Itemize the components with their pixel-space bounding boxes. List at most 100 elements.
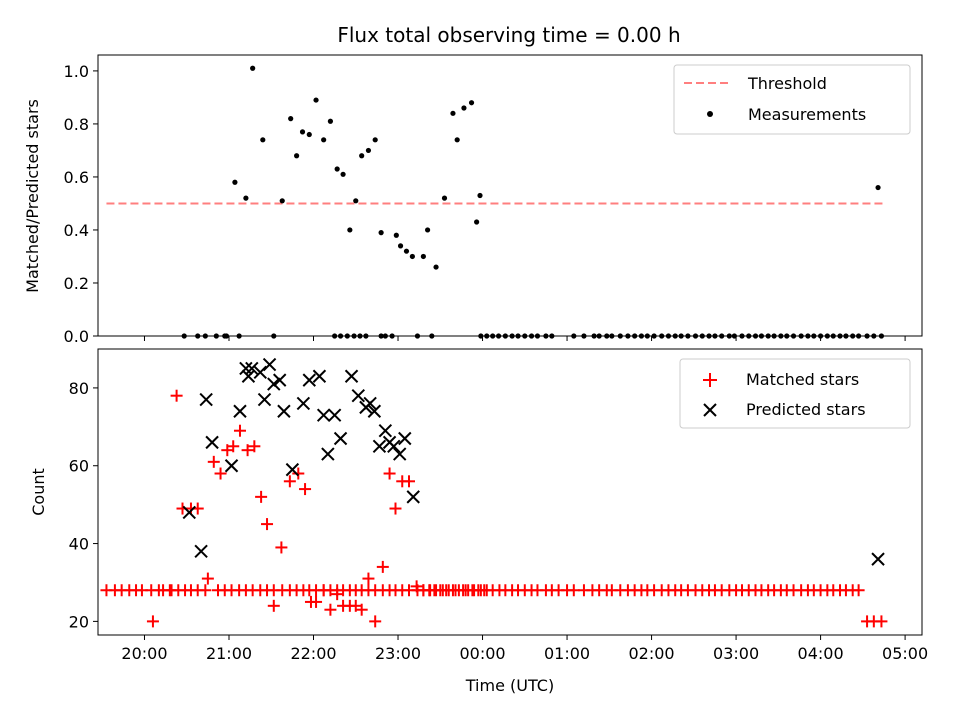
measurement-point bbox=[232, 179, 238, 185]
measurement-point bbox=[474, 219, 480, 225]
top-ytick-label-4: 0.8 bbox=[64, 115, 89, 134]
top-ytick-label-3: 0.6 bbox=[64, 168, 89, 187]
matched-star-point bbox=[331, 588, 344, 601]
measurement-point bbox=[409, 253, 415, 260]
bottom-ytick-label-3: 80 bbox=[69, 379, 89, 398]
predicted-star-point bbox=[262, 357, 277, 372]
matched-star-point bbox=[146, 615, 159, 628]
predicted-star-point bbox=[372, 439, 387, 453]
matched-star-point bbox=[852, 584, 865, 597]
measurement-point bbox=[372, 137, 378, 143]
measurement-point bbox=[340, 171, 346, 177]
measurement-point bbox=[327, 118, 334, 124]
bottom-xtick-label-7: 03:00 bbox=[713, 644, 759, 663]
predicted-star-point bbox=[199, 392, 213, 407]
bottom-xlabel: Time (UTC) bbox=[465, 676, 554, 695]
matched-star-point bbox=[567, 584, 580, 597]
predicted-star-point bbox=[321, 447, 335, 461]
legend-measurements-swatch bbox=[707, 111, 713, 117]
bottom-legend: Matched stars Predicted stars bbox=[679, 358, 911, 429]
measurement-point bbox=[294, 153, 300, 159]
top-legend: Threshold Measurements bbox=[673, 64, 911, 135]
measurement-point bbox=[468, 100, 475, 106]
predicted-star-point bbox=[398, 431, 412, 446]
predicted-star-point bbox=[194, 544, 208, 559]
matched-star-point bbox=[275, 541, 288, 554]
matched-star-point bbox=[248, 440, 261, 453]
bottom-xtick-label-8: 04:00 bbox=[798, 644, 844, 663]
matched-star-point bbox=[403, 475, 416, 488]
measurement-point bbox=[306, 131, 312, 138]
matched-star-point bbox=[170, 389, 183, 402]
predicted-star-point bbox=[245, 361, 259, 376]
predicted-star-point bbox=[333, 431, 348, 446]
measurement-point bbox=[334, 166, 340, 172]
matched-star-point bbox=[317, 584, 330, 597]
predicted-star-point bbox=[224, 459, 239, 473]
measurement-point bbox=[250, 65, 256, 71]
measurement-point bbox=[477, 192, 483, 199]
matched-star-point bbox=[410, 580, 423, 593]
matched-star-point bbox=[255, 490, 268, 503]
top-ytick-label-1: 0.2 bbox=[64, 274, 89, 293]
predicted-star-point bbox=[267, 377, 281, 391]
predicted-star-point bbox=[233, 404, 247, 418]
legend-predicted-swatch bbox=[703, 403, 717, 417]
matched-star-point bbox=[241, 444, 254, 457]
measurement-point bbox=[441, 195, 448, 201]
top-axes-frame bbox=[97, 54, 923, 337]
measurement-point bbox=[347, 227, 353, 233]
matched-star-point bbox=[376, 560, 389, 573]
predicted-star-point bbox=[241, 369, 256, 383]
measurement-point bbox=[299, 129, 306, 135]
measurement-point bbox=[260, 137, 266, 143]
legend-predicted-label: Predicted stars bbox=[746, 400, 866, 419]
matched-star-point bbox=[214, 467, 227, 480]
measurement-point bbox=[450, 110, 456, 116]
matched-star-point bbox=[362, 572, 375, 585]
bottom-legend-box bbox=[679, 358, 911, 429]
legend-matched-label: Matched stars bbox=[746, 370, 859, 389]
matched-star-point bbox=[227, 440, 240, 453]
predicted-star-point bbox=[277, 404, 291, 418]
top-ytick-label-5: 1.0 bbox=[64, 62, 89, 81]
top-ticks: 0.0 0.2 0.4 0.6 0.8 1.0 bbox=[64, 62, 906, 346]
predicted-star-point bbox=[367, 404, 382, 418]
predicted-star-point bbox=[344, 369, 359, 383]
measurement-point bbox=[359, 153, 365, 159]
measurement-point bbox=[420, 253, 426, 260]
matched-star-point bbox=[324, 603, 337, 616]
bottom-xtick-label-2: 22:00 bbox=[290, 644, 336, 663]
legend-measurements-label: Measurements bbox=[748, 105, 866, 124]
measurement-point bbox=[454, 137, 460, 143]
bottom-xtick-label-3: 23:00 bbox=[375, 644, 421, 663]
matched-star-point bbox=[207, 455, 220, 468]
measurement-point bbox=[461, 105, 467, 111]
bottom-ytick-label-2: 60 bbox=[69, 457, 89, 476]
matched-star-point bbox=[292, 467, 305, 480]
matched-star-point bbox=[283, 475, 296, 488]
measurement-point bbox=[353, 198, 359, 204]
legend-threshold-label: Threshold bbox=[747, 74, 827, 93]
matched-star-point bbox=[355, 603, 368, 616]
top-legend-box bbox=[673, 64, 911, 135]
measurement-point bbox=[875, 184, 881, 191]
top-panel: 0.0 0.2 0.4 0.6 0.8 1.0 Matched/Predicted sta… bbox=[23, 54, 923, 346]
predicted-star-point bbox=[871, 552, 885, 566]
matched-star-point bbox=[389, 502, 402, 515]
bottom-ylabel: Count bbox=[29, 468, 48, 516]
predicted-star-point bbox=[351, 388, 366, 403]
matched-star-point bbox=[369, 615, 382, 628]
matched-star-point bbox=[267, 599, 280, 612]
predicted-star-point bbox=[406, 490, 420, 504]
matched-star-point bbox=[233, 424, 246, 437]
measurement-point bbox=[365, 147, 372, 154]
chart-title: Flux total observing time = 0.00 h bbox=[337, 23, 680, 47]
predicted-star-point bbox=[257, 392, 272, 407]
measurement-point bbox=[433, 264, 439, 270]
measurement-point bbox=[425, 227, 431, 233]
predicted-star-point bbox=[182, 505, 196, 520]
predicted-star-point bbox=[296, 396, 311, 411]
matched-star-point bbox=[480, 584, 493, 597]
